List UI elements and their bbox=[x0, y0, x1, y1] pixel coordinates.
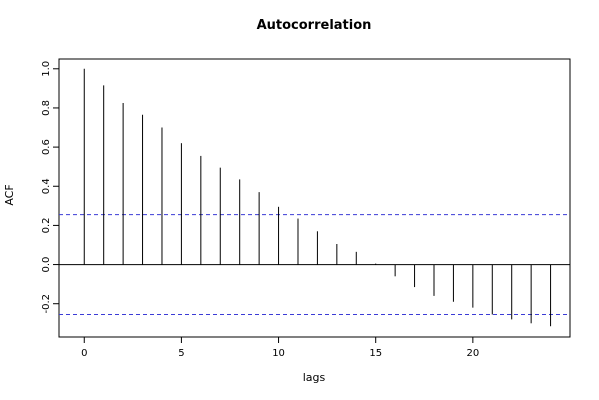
x-tick-label: 5 bbox=[178, 348, 184, 359]
y-tick-label: 1.0 bbox=[41, 61, 52, 77]
x-tick-label: 10 bbox=[272, 348, 285, 359]
x-tick-label: 20 bbox=[466, 348, 479, 359]
y-tick-label: 0.8 bbox=[41, 100, 52, 116]
x-tick-label: 0 bbox=[81, 348, 87, 359]
x-axis-label: lags bbox=[303, 371, 326, 384]
y-tick-label: 0.4 bbox=[41, 178, 52, 194]
y-tick-label: -0.2 bbox=[41, 294, 52, 314]
chart-title: Autocorrelation bbox=[257, 18, 372, 33]
y-tick-label: 0.6 bbox=[41, 139, 52, 155]
y-tick-label: 0.2 bbox=[41, 217, 52, 233]
y-tick-label: 0.0 bbox=[41, 257, 52, 273]
plot-area: 0 5 10 15 20 -0.2 0.0 0.2 0.4 0.6 0.8 1.0 bbox=[41, 58, 571, 359]
x-tick-label: 15 bbox=[369, 348, 382, 359]
y-axis-label: ACF bbox=[3, 184, 16, 205]
plot-frame bbox=[58, 58, 571, 338]
